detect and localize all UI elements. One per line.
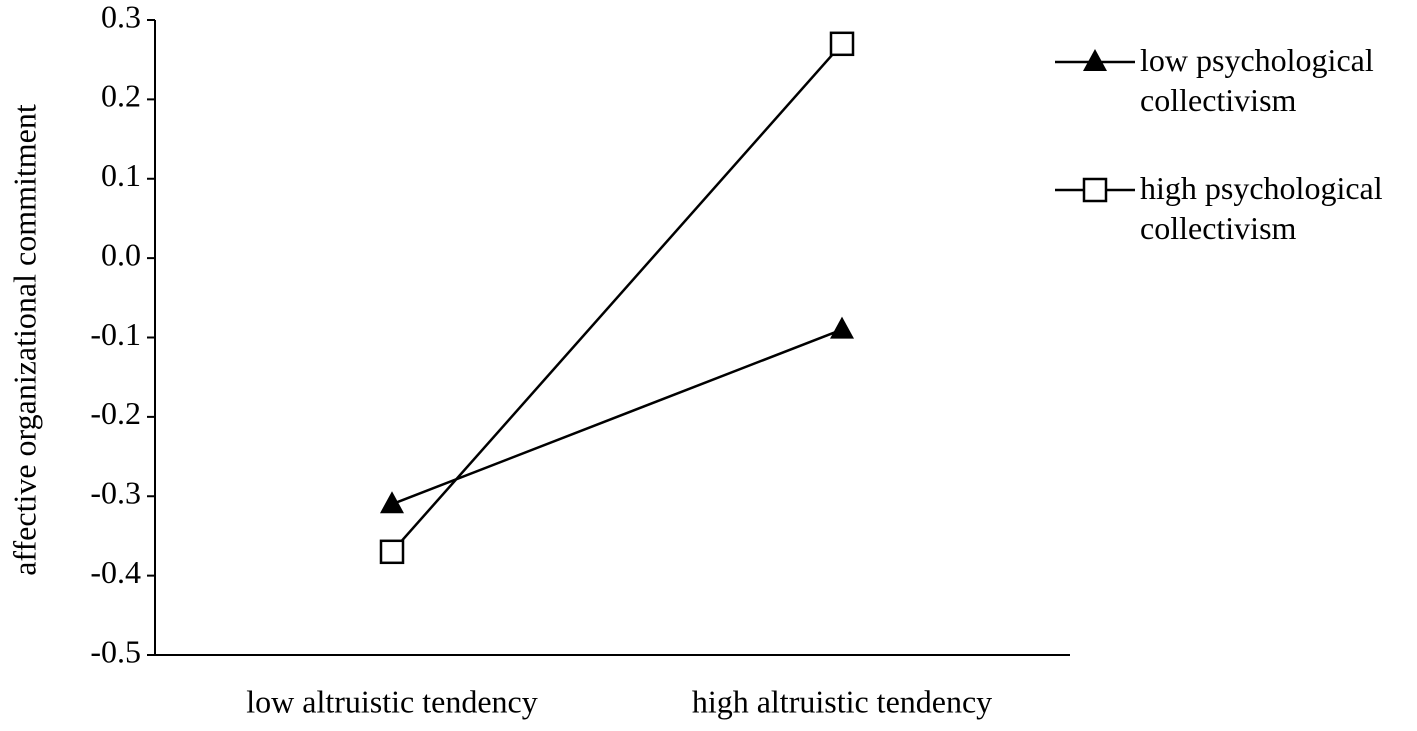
y-axis-label: affective organizational commitment (6, 104, 42, 576)
y-tick-label: 0.0 (101, 236, 141, 272)
legend-marker (1083, 49, 1107, 71)
y-tick-label: 0.2 (101, 78, 141, 114)
legend-marker (1082, 177, 1108, 203)
y-tick-label: 0.3 (101, 0, 141, 34)
marker (829, 31, 855, 57)
legend-label: high psychological collectivism (1140, 170, 1383, 246)
y-tick-label: -0.4 (90, 554, 141, 590)
marker (380, 491, 404, 514)
y-tick-label: 0.1 (101, 157, 141, 193)
x-tick-label: low altruistic tendency (246, 683, 537, 719)
marker (379, 539, 405, 565)
y-tick-label: -0.1 (90, 316, 141, 352)
marker (830, 316, 854, 339)
y-tick-label: -0.5 (90, 633, 141, 669)
y-tick-label: -0.2 (90, 395, 141, 431)
series-line (391, 328, 843, 506)
series-line (391, 42, 843, 553)
legend-label: low psychological collectivism (1140, 42, 1374, 118)
x-tick-label: high altruistic tendency (692, 683, 992, 719)
y-tick-label: -0.3 (90, 475, 141, 511)
